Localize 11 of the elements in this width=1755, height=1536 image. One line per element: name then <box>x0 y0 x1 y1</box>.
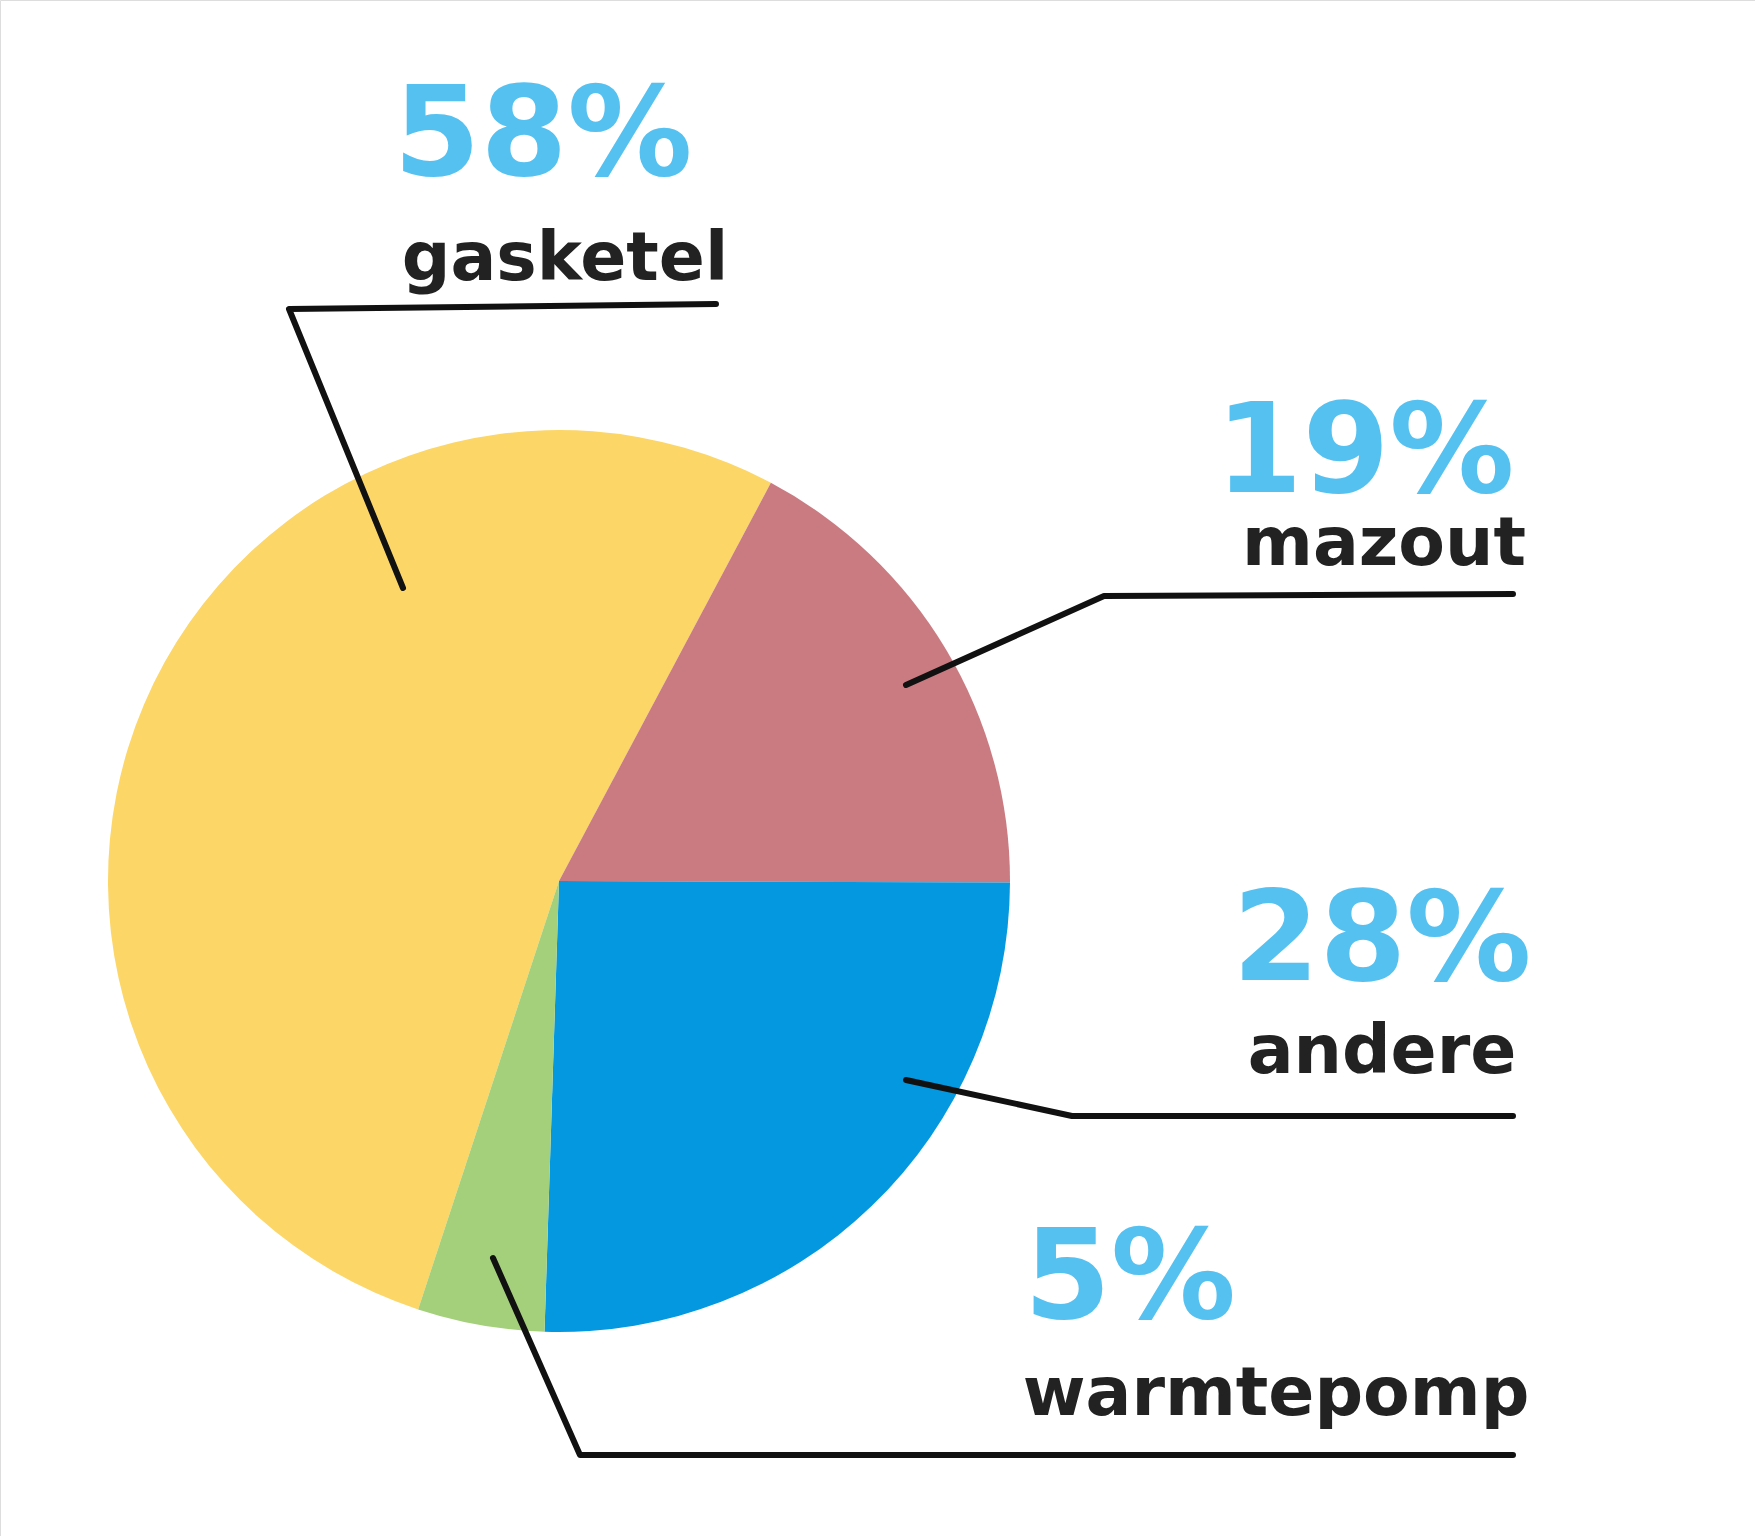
slice-label: gasketel <box>401 217 729 296</box>
slice-label: warmtepomp <box>1022 1352 1530 1431</box>
pie-slice <box>544 881 1010 1332</box>
data-label: 28% <box>1232 864 1532 1009</box>
data-label: 58% <box>393 59 693 204</box>
slice-label: andere <box>1247 1010 1517 1089</box>
pie-slice <box>108 430 771 1310</box>
slice-label: mazout <box>1242 502 1526 581</box>
pie-slice <box>559 482 1010 883</box>
data-label: 5% <box>1023 1202 1237 1347</box>
pie-slice <box>418 881 559 1332</box>
